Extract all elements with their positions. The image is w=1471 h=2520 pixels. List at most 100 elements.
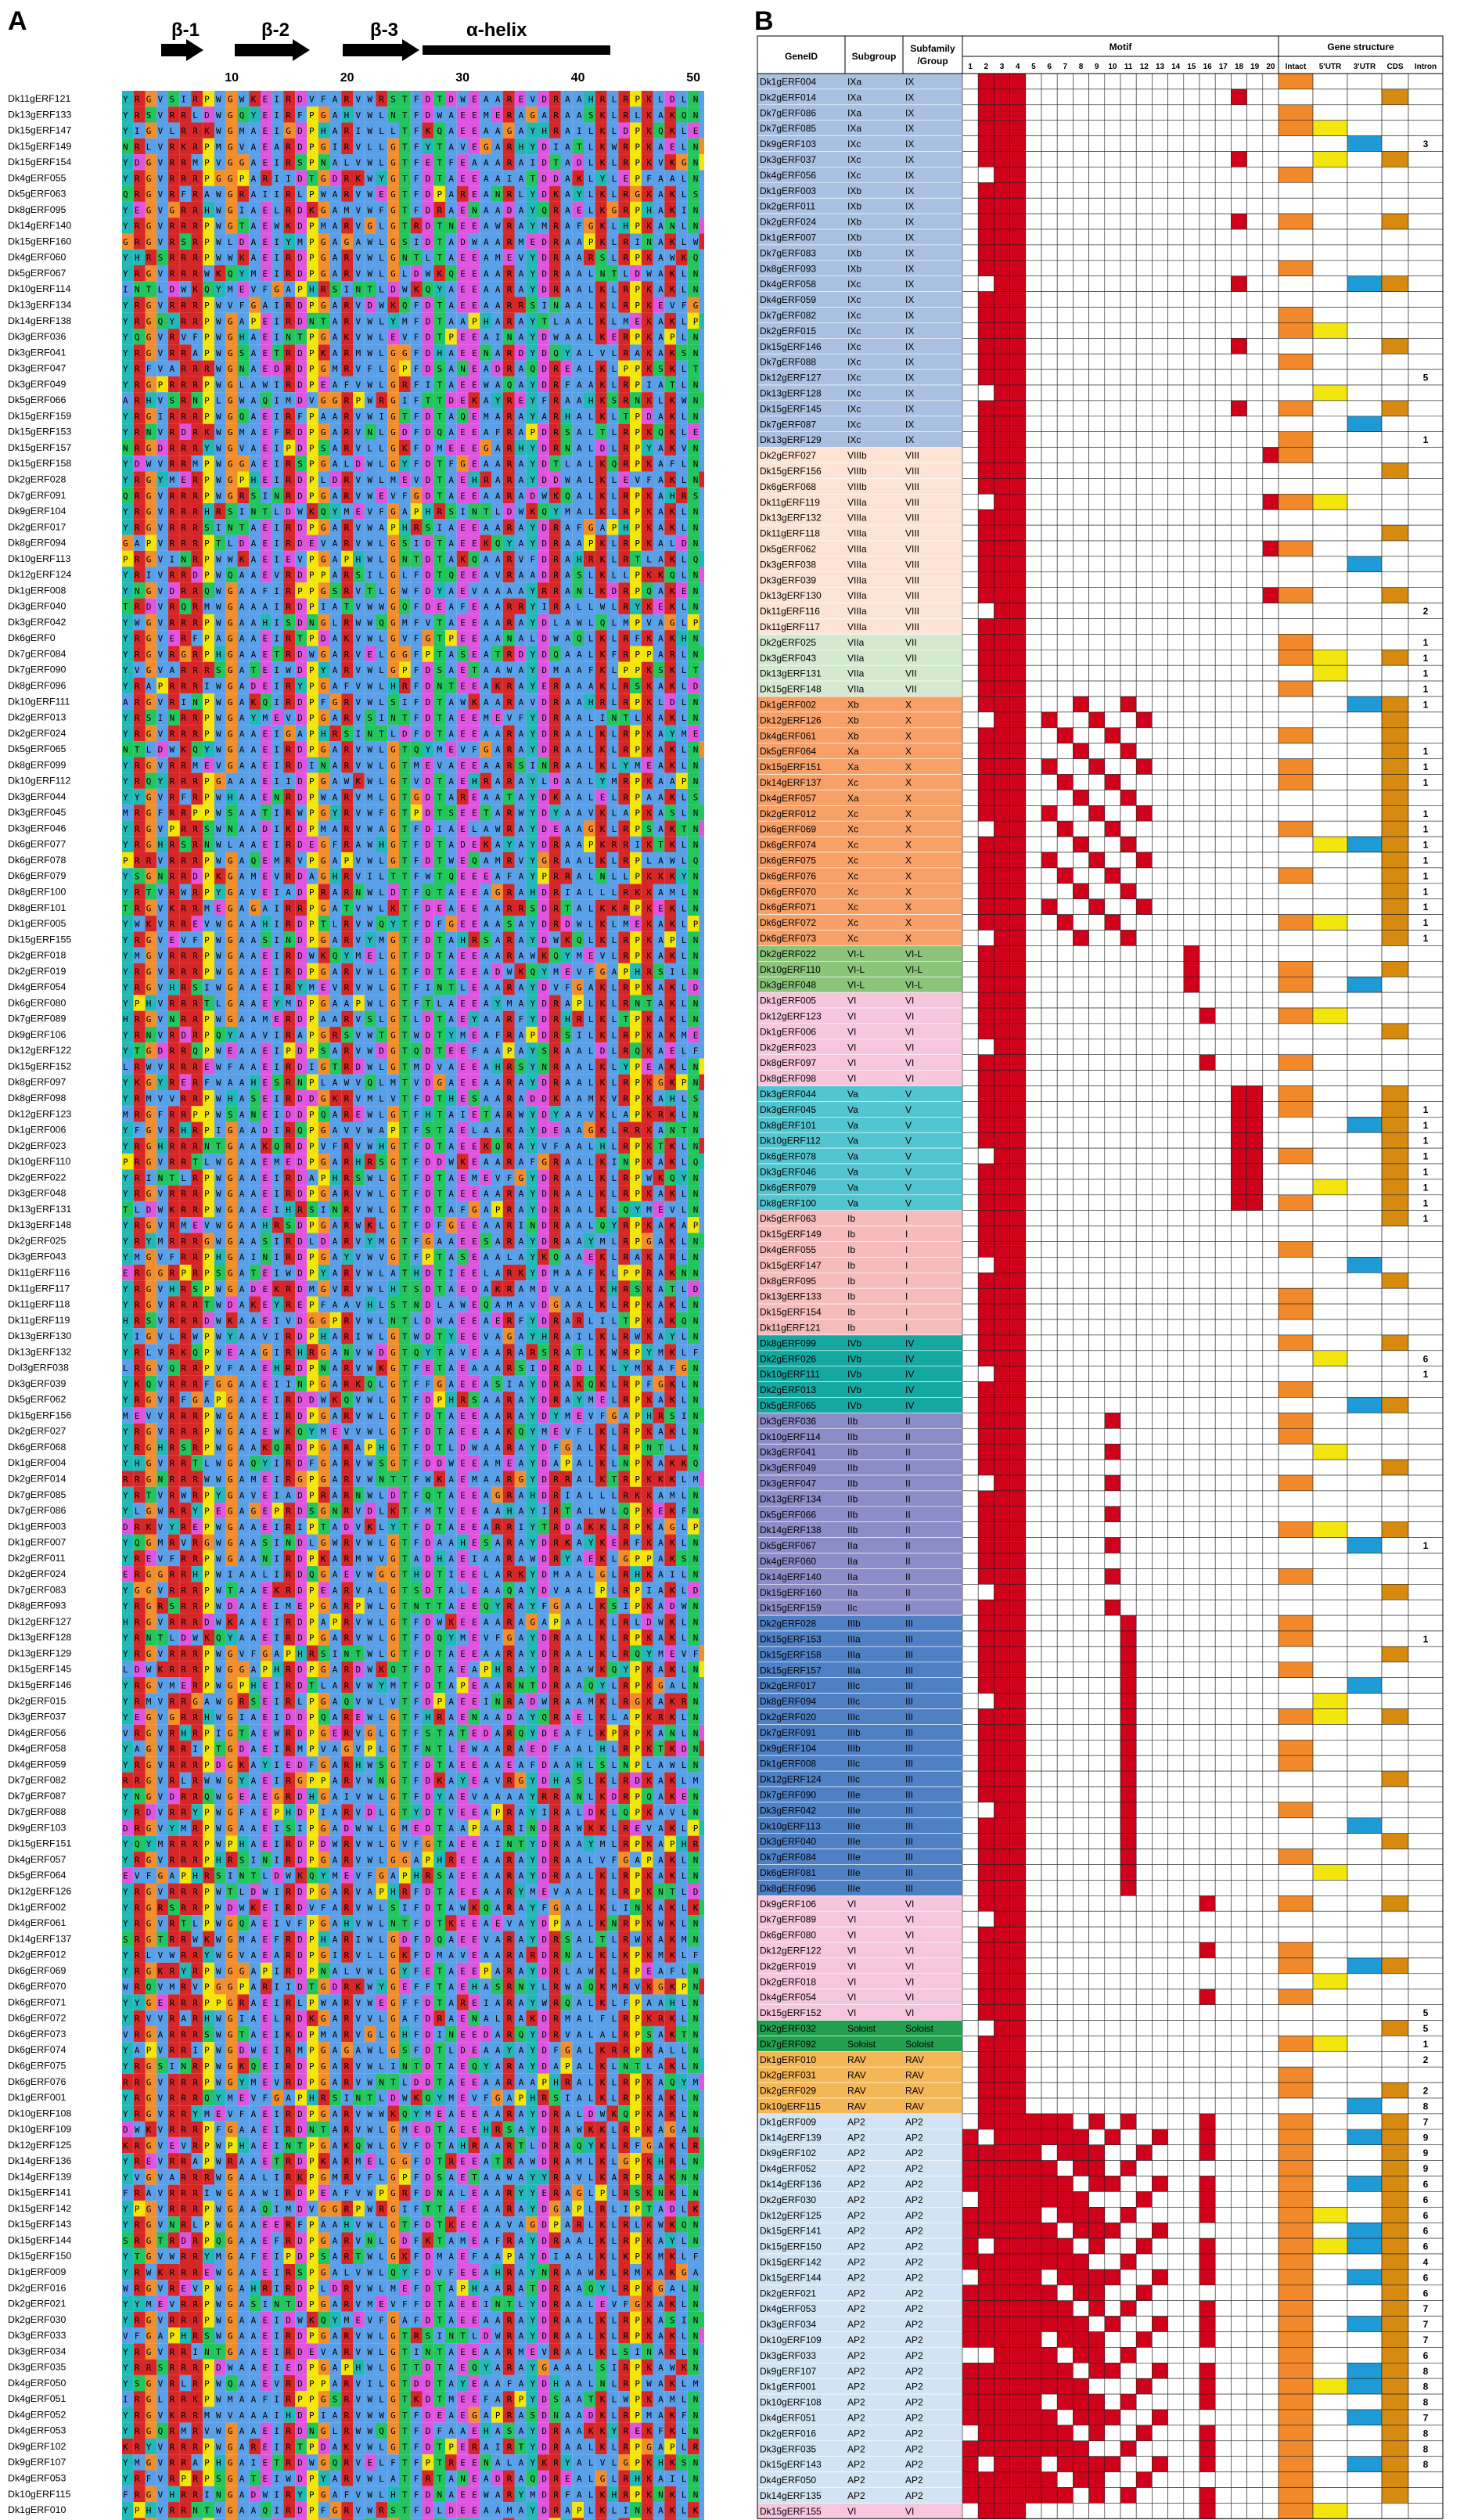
residue-cell [445, 201, 457, 218]
residue-cell [491, 249, 503, 265]
residue-cell [433, 154, 445, 171]
residue-cell [399, 265, 411, 282]
residue-cell [249, 170, 261, 186]
residue-cell [133, 233, 146, 250]
residue-cell [595, 281, 607, 297]
residue-cell [295, 233, 307, 250]
sequence-name: Dk5gERF063 [8, 189, 66, 200]
residue-cell [502, 106, 515, 123]
residue-cell [699, 138, 704, 155]
residue-cell [560, 218, 573, 234]
residue-cell [410, 201, 423, 218]
sequence-name: Dk6gERF068 [8, 1442, 66, 1453]
residue-cell [237, 297, 250, 313]
residue-cell [468, 154, 480, 171]
residue-cell [364, 106, 376, 123]
residue-cell [641, 233, 653, 250]
residue-cell [156, 218, 168, 234]
residue-cell [307, 106, 318, 123]
residue-cell [179, 106, 192, 123]
residue-cell [399, 154, 411, 171]
residue-cell [318, 106, 330, 123]
residue-cell [699, 1391, 704, 1408]
residue-cell [283, 281, 296, 297]
sequence-name: Dk14gERF138 [8, 315, 71, 326]
residue-cell [422, 249, 434, 265]
residue-cell [353, 122, 365, 139]
residue-cell [699, 646, 704, 662]
residue-cell [295, 218, 307, 234]
sequence-name: Dk7gERF091 [8, 490, 66, 501]
residue-cell [606, 233, 619, 250]
residue-cell [122, 122, 134, 139]
residue-cell [341, 265, 353, 282]
alignment-row: Dk10gERF111 ARGVRINPWGAKQIRDPFGRVWLSIFDTA… [8, 693, 704, 710]
residue-cell [191, 218, 203, 234]
residue-cell [595, 154, 607, 171]
alignment-row: Dk15gERF158 YDWVRRMPWGGAEIRSPGALDWLGYFDTF… [8, 455, 704, 472]
residue-cell [456, 91, 469, 107]
residue-cell [307, 91, 318, 107]
residue-cell [318, 201, 330, 218]
residue-cell [480, 218, 491, 234]
residue-cell [376, 265, 388, 282]
sequence-name: Dk12gERF122 [8, 1045, 71, 1056]
residue-cell [560, 170, 573, 186]
residue-cell [225, 249, 238, 265]
alignment-row: Dk3gERF047 YRFVARRRWGNAEDRDPGMRVFLGPFDSAN… [8, 360, 704, 376]
residue-cell [261, 201, 272, 218]
residue-cell [699, 1328, 704, 1345]
residue-cell [699, 1486, 704, 1503]
residue-cell [179, 91, 192, 107]
residue-cell [249, 233, 261, 250]
residue-cell [699, 1312, 704, 1329]
residue-cell [422, 106, 434, 123]
residue-cell [145, 201, 157, 218]
residue-cell [179, 233, 192, 250]
residue-cell [133, 297, 146, 313]
residue-cell [699, 772, 704, 789]
sequence-name: Dk1gERF005 [8, 918, 66, 929]
residue-cell [606, 170, 619, 186]
residue-cell [699, 360, 704, 376]
residue-cell [387, 154, 399, 171]
alignment-row: Dk14gERF138 YRGQYRRPWGAPEIRDNTARVWLYMFDTA… [8, 312, 704, 329]
alignment-row: Dk11gERF119 HRSVRRRDWKAAEIVDGGPRVWLNTLDWA… [8, 1312, 704, 1329]
residue-cell [445, 106, 457, 123]
residue-cell [191, 106, 203, 123]
residue-cell [699, 1154, 704, 1170]
residue-cell [641, 265, 653, 282]
residue-cell [699, 836, 704, 852]
residue-cell [122, 170, 134, 186]
residue-cell [699, 1407, 704, 1424]
residue-cell [491, 170, 503, 186]
residue-cell [445, 122, 457, 139]
residue-cell [433, 138, 445, 155]
residue-cell [168, 170, 180, 186]
alignment-row: Dk11gERF118 YRGVRRRTWDAKEYREPFAAVHLSTNDLA… [8, 1296, 704, 1312]
residue-cell [341, 281, 353, 297]
residue-cell [699, 519, 704, 535]
residue-cell [376, 91, 388, 107]
residue-cell [387, 265, 399, 282]
residue-cell [422, 154, 434, 171]
residue-cell [214, 138, 226, 155]
residue-cell [641, 154, 653, 171]
residue-cell [237, 106, 250, 123]
beta-strand-arrow [343, 39, 419, 61]
residue-cell [699, 1233, 704, 1249]
residue-cell [491, 297, 503, 313]
sequence-name: Dk15gERF152 [8, 1060, 71, 1071]
sequence-name: Dk12gERF123 [8, 1108, 71, 1119]
alignment-row: Dk3gERF048 YRGVRRRPWGAAEIRDPGARVWLGTFDTAE… [8, 1185, 704, 1201]
residue-cell [618, 201, 630, 218]
sequence-name: Dk7gERF086 [8, 1505, 66, 1516]
residue-cell [156, 249, 168, 265]
residue-cell [699, 979, 704, 995]
sequence-name: Dk3gERF046 [8, 823, 66, 833]
residue-cell [699, 788, 704, 805]
residue-cell [133, 106, 146, 123]
residue-cell [699, 297, 704, 313]
residue-cell [514, 249, 527, 265]
residue-cell [283, 297, 296, 313]
